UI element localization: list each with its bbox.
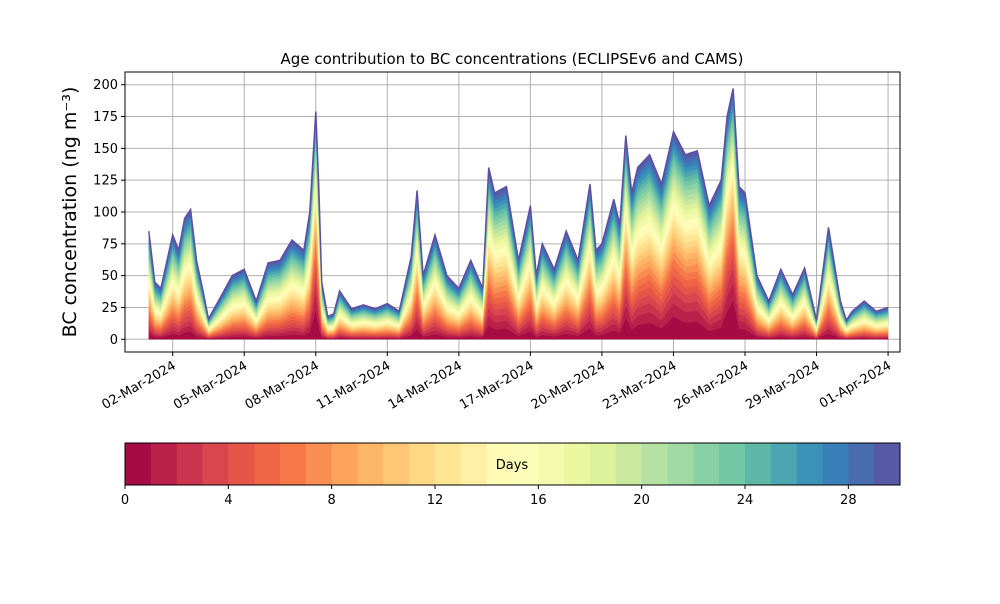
colorbar-bin [564, 443, 591, 485]
colorbar-bin [305, 443, 333, 485]
colorbar-tick-label: 4 [224, 493, 232, 508]
colorbar-bin [409, 443, 436, 485]
y-tick-label: 100 [93, 206, 118, 221]
colorbar-tick-label: 16 [530, 493, 547, 508]
age-band-area [148, 300, 889, 340]
colorbar-bin [176, 443, 203, 485]
colorbar-bin [202, 443, 229, 485]
colorbar-tick-label: 20 [633, 493, 650, 508]
colorbar-bin [460, 443, 488, 485]
age-band-area [148, 282, 889, 340]
x-tick-label: 20-Mar-2024 [529, 358, 608, 412]
y-tick-label: 175 [93, 110, 118, 125]
x-tick-label: 11-Mar-2024 [314, 358, 393, 412]
colorbar-bin [357, 443, 384, 485]
colorbar-bin [538, 443, 565, 485]
total-line [148, 88, 889, 322]
x-tick-label: 26-Mar-2024 [672, 358, 751, 412]
x-tick-label: 08-Mar-2024 [243, 358, 322, 412]
colorbar-bin [667, 443, 694, 485]
y-axis: 0 25 50 75 100 125 150 175 200 [93, 78, 125, 348]
x-tick-label: 23-Mar-2024 [600, 358, 679, 412]
colorbar-tick-label: 28 [840, 493, 857, 508]
x-tick-label: 05-Mar-2024 [171, 358, 250, 412]
colorbar-bin [150, 443, 178, 485]
colorbar-bin [280, 443, 307, 485]
colorbar-bin [615, 443, 643, 485]
x-tick-label: 02-Mar-2024 [100, 358, 179, 412]
area-layer [148, 88, 889, 340]
y-tick-label: 0 [110, 333, 118, 348]
x-tick-label: 17-Mar-2024 [457, 358, 536, 412]
y-tick-label: 125 [93, 174, 118, 189]
colorbar-bin [796, 443, 823, 485]
colorbar-bin [254, 443, 281, 485]
colorbar-tick-label: 24 [737, 493, 754, 508]
colorbar-tick-label: 12 [427, 493, 444, 508]
x-tick-label: 14-Mar-2024 [386, 358, 465, 412]
colorbar-bin [590, 443, 617, 485]
y-tick-label: 200 [93, 78, 118, 93]
colorbar-bin [745, 443, 772, 485]
y-tick-label: 50 [101, 269, 118, 284]
colorbar-bin [228, 443, 255, 485]
colorbar-bin [125, 443, 152, 485]
colorbar-bin [435, 443, 462, 485]
colorbar-bin [822, 443, 849, 485]
colorbar-bin [331, 443, 358, 485]
colorbar-bin [512, 443, 539, 485]
colorbar-bin [770, 443, 798, 485]
colorbar: 0 4 8 12 16 20 24 28 [121, 442, 901, 508]
y-tick-label: 25 [101, 301, 118, 316]
chart-title: Age contribution to BC concentrations (E… [281, 50, 744, 68]
y-tick-label: 75 [101, 237, 118, 252]
colorbar-bin [848, 443, 875, 485]
colorbar-bin [486, 443, 513, 485]
colorbar-bin [719, 443, 746, 485]
colorbar-bin [874, 443, 901, 485]
colorbar-bin [641, 443, 668, 485]
x-axis: 02-Mar-202405-Mar-202408-Mar-202411-Mar-… [100, 352, 894, 413]
y-tick-label: 150 [93, 142, 118, 157]
x-tick-label: 01-Apr-2024 [817, 358, 894, 411]
colorbar-tick-label: 0 [121, 493, 129, 508]
colorbar-frame [124, 442, 901, 486]
y-axis-label: BC concentration (ng m⁻³) [59, 87, 81, 338]
colorbar-tick-label: 8 [328, 493, 336, 508]
x-tick-label: 29-Mar-2024 [743, 358, 822, 412]
colorbar-bin [693, 443, 720, 485]
colorbar-label: Days [496, 458, 529, 473]
colorbar-bin [383, 443, 410, 485]
